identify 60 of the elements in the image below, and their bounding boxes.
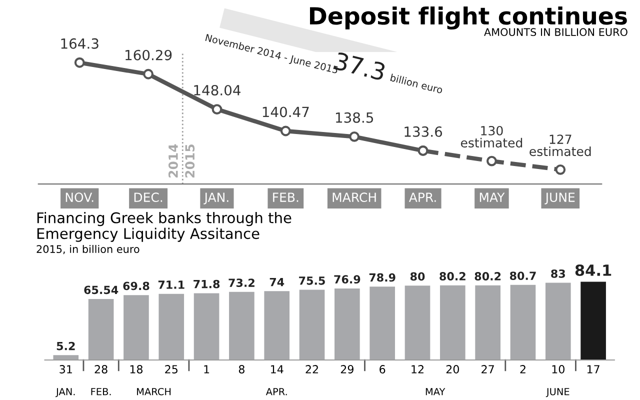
data-label: 5.2 (56, 342, 75, 350)
data-label: 80.2 (440, 272, 466, 280)
annotation: billion euro (390, 74, 444, 94)
x-tick-label: 25 (165, 365, 178, 374)
x-tick-label: 29 (340, 365, 354, 374)
x-tick-label: JUNE (544, 192, 575, 204)
data-label: 80 (410, 272, 425, 281)
annotation: 2015 (185, 144, 195, 178)
data-label: 127 estimated (530, 134, 591, 156)
text: FEB. (91, 388, 111, 396)
chart-subtitle: 2015, in billion euro (36, 244, 140, 254)
data-label: 71.1 (158, 280, 184, 289)
x-tick-label: 1 (204, 365, 210, 374)
data-label: 140.47 (262, 106, 309, 118)
data-label: 160.29 (126, 50, 172, 60)
data-label: 138.5 (336, 112, 374, 123)
data-label: 148.04 (194, 84, 240, 96)
data-label: 130 estimated (460, 126, 522, 148)
x-tick-label: 18 (130, 365, 143, 374)
data-label: 80.2 (474, 272, 501, 280)
x-tick-label: JAN. (204, 192, 228, 204)
text: MAY (426, 388, 446, 396)
data-label: 69.8 (123, 282, 150, 290)
text: JAN. (56, 388, 75, 398)
x-tick-label: DEC. (134, 192, 162, 202)
text: MARCH (137, 388, 171, 396)
data-label: 65.54 (84, 286, 118, 294)
data-label: 133.6 (404, 126, 442, 137)
x-tick-label: 12 (412, 365, 424, 374)
x-tick-label: NOV. (66, 192, 94, 202)
data-label: 84.1 (575, 264, 612, 276)
data-label: 78.9 (369, 273, 396, 282)
data-label: 74 (270, 278, 284, 286)
x-tick-label: FEB. (273, 192, 298, 202)
x-tick-label: MAY (480, 192, 505, 202)
data-label: 76.9 (334, 275, 360, 284)
x-tick-label: 28 (94, 365, 108, 374)
x-tick-label: 22 (306, 365, 318, 374)
data-label: 75.5 (299, 276, 325, 285)
data-label: 73.2 (228, 278, 254, 287)
text: APR. (266, 388, 287, 396)
data-label: 80.7 (510, 272, 536, 280)
text: JUNE (546, 388, 570, 398)
x-tick-label: MARCH (332, 192, 376, 202)
x-tick-label: 2 (520, 365, 526, 374)
x-tick-label: 14 (271, 365, 284, 374)
chart-subtitle: AMOUNTS IN BILLION EURO (484, 28, 628, 36)
x-tick-label: 20 (446, 365, 459, 374)
x-tick-label: 17 (587, 365, 600, 374)
chart-title: Financing Greek banks through the Emergency Liquidity Assitance (37, 212, 292, 242)
annotation: 2014 (168, 144, 178, 178)
data-label: 71.8 (194, 280, 220, 288)
x-tick-label: 27 (482, 365, 494, 374)
data-label: 164.3 (61, 38, 98, 49)
x-tick-label: APR. (408, 192, 436, 202)
x-tick-label: 10 (552, 365, 564, 374)
x-tick-label: 31 (60, 365, 72, 374)
x-tick-label: 8 (238, 365, 244, 374)
data-label: 83 (551, 269, 565, 278)
x-tick-label: 6 (380, 365, 386, 374)
